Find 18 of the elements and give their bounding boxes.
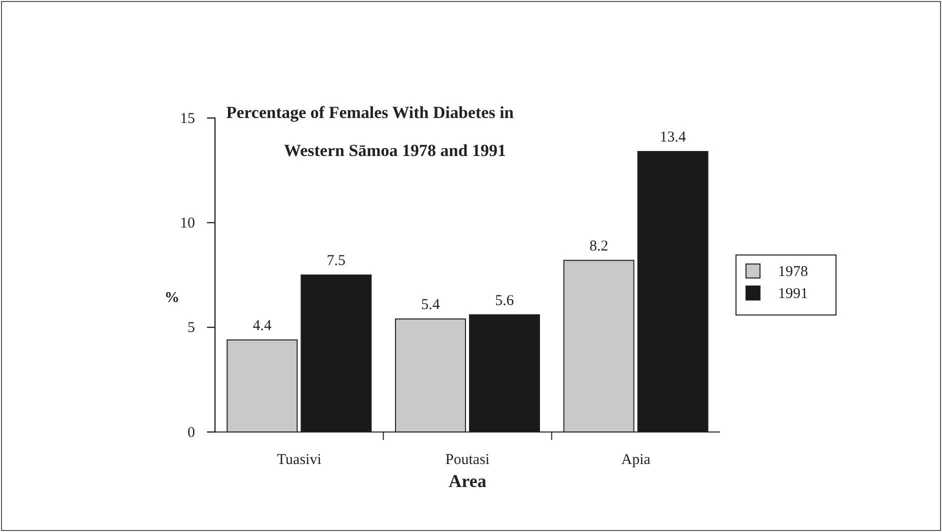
y-axis-title: % xyxy=(164,290,180,306)
data-label: 13.4 xyxy=(660,129,686,146)
x-tick-label: Apia xyxy=(621,452,651,468)
data-label: 5.6 xyxy=(495,292,514,309)
chart-title: Percentage of Females With Diabetes in Western Sāmoa 1978 and 1991 xyxy=(226,103,514,160)
x-axis-title: Area xyxy=(448,471,486,491)
x-tick-label: Tuasivi xyxy=(276,452,322,468)
x-tick-label: Poutasi xyxy=(445,452,490,468)
legend-label: 1991 xyxy=(778,286,808,302)
data-label: 8.2 xyxy=(589,238,608,254)
data-label: 4.4 xyxy=(252,318,272,334)
y-tick-label: 10 xyxy=(180,215,195,232)
y-tick-label: 5 xyxy=(188,320,195,336)
legend-label: 1978 xyxy=(778,264,808,280)
y-tick-label: 15 xyxy=(180,110,195,127)
data-label: 7.5 xyxy=(326,253,346,269)
y-tick-label: 0 xyxy=(188,424,195,441)
data-label: 5.4 xyxy=(421,296,440,313)
